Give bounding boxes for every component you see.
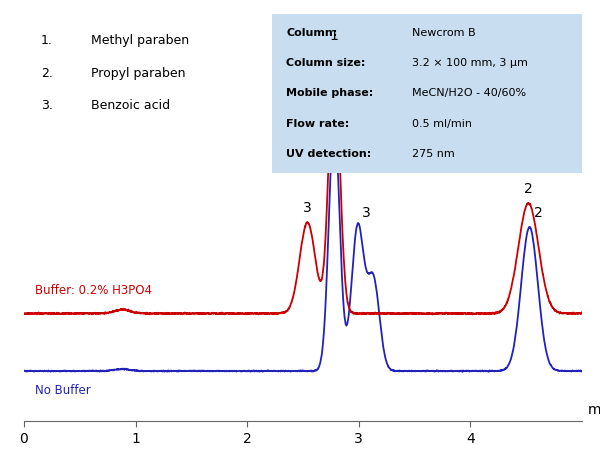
Text: 3: 3 [303,201,312,215]
Text: 2: 2 [534,206,543,220]
Text: Column size:: Column size: [286,58,365,69]
Text: 3: 3 [362,206,371,220]
Text: UV detection:: UV detection: [286,149,371,159]
Text: Newcrom B: Newcrom B [412,28,475,38]
Text: 1: 1 [330,29,338,43]
Text: 1.: 1. [41,34,53,47]
Text: Benzoic acid: Benzoic acid [91,100,170,113]
Text: Buffer: 0.2% H3PO4: Buffer: 0.2% H3PO4 [35,284,152,297]
Text: Methyl paraben: Methyl paraben [91,34,189,47]
Text: 3.: 3. [41,100,53,113]
Text: 2: 2 [524,182,533,196]
Text: Column:: Column: [286,28,338,38]
Text: Flow rate:: Flow rate: [286,119,350,129]
Text: 3.2 × 100 mm, 3 μm: 3.2 × 100 mm, 3 μm [412,58,527,69]
Text: 2.: 2. [41,67,53,80]
Text: 275 nm: 275 nm [412,149,455,159]
FancyBboxPatch shape [272,14,582,173]
Text: No Buffer: No Buffer [35,384,91,397]
Text: min: min [587,402,600,417]
Text: Mobile phase:: Mobile phase: [286,88,374,99]
Text: MeCN/H2O - 40/60%: MeCN/H2O - 40/60% [412,88,526,99]
Text: 0.5 ml/min: 0.5 ml/min [412,119,472,129]
Text: Propyl paraben: Propyl paraben [91,67,185,80]
